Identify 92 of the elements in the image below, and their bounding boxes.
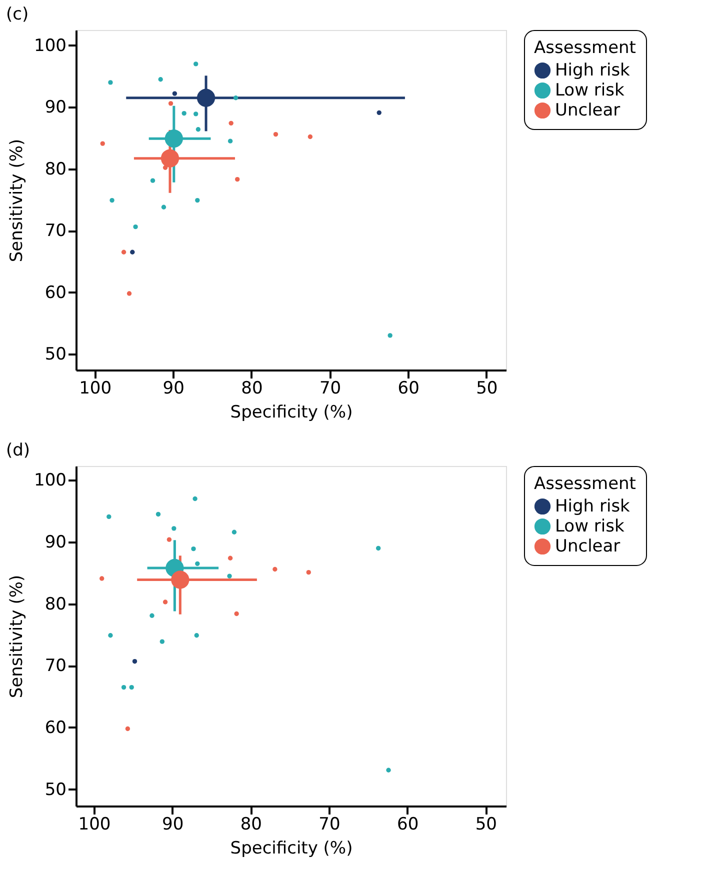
point [130,250,135,254]
point [164,130,183,148]
y-tick-label: 70 [44,656,66,676]
point [150,178,156,183]
legend-title: Assessment [534,38,636,58]
point [121,250,126,254]
point [161,204,166,210]
point [308,134,313,140]
point [171,570,190,589]
point [129,684,134,690]
point [108,633,113,638]
legend-label: Unclear [555,100,620,120]
legend-label: Low risk [555,516,624,536]
point [121,684,126,690]
chart-title: (c) [6,4,29,24]
legend-label: Low risk [555,80,624,100]
point [168,101,174,106]
x-tick-label: 90 [162,814,184,834]
point [132,659,138,664]
point [158,77,163,82]
legend-label: High risk [555,60,630,80]
x-tick-label: 60 [396,814,419,834]
point [125,726,130,732]
point [195,198,200,203]
point [156,512,161,517]
y-axis-title: Sensitivity (%) [7,574,28,698]
y-tick-label: 80 [44,594,66,614]
point [160,639,164,644]
x-tick-label: 100 [79,378,112,398]
point [273,132,278,137]
point [110,198,114,203]
x-tick-label: 70 [319,378,342,398]
y-tick-label: 50 [44,780,66,800]
point [193,62,198,66]
point [191,546,196,552]
y-tick-label: 80 [44,159,66,180]
x-tick-label: 80 [241,378,263,398]
point [194,633,199,638]
point [106,514,112,520]
point [196,127,201,132]
point [234,611,239,616]
y-tick-label: 60 [44,282,66,303]
x-tick-label: 70 [318,814,340,834]
y-tick-label: 70 [44,221,66,242]
y-tick-label: 90 [44,98,66,118]
point [235,176,240,182]
point [233,96,238,100]
point [150,613,154,618]
point [386,768,391,772]
point [376,546,381,551]
y-tick-label: 60 [44,718,66,738]
legend-label: Unclear [555,536,620,556]
y-tick-label: 100 [34,470,66,491]
point [306,570,311,575]
point [272,566,278,572]
point [172,91,178,96]
point [108,80,113,85]
point [162,600,168,604]
legend-label: High risk [555,496,630,516]
point [100,576,104,581]
x-tick-label: 100 [78,814,111,834]
point [227,574,232,578]
point [160,149,180,168]
point [196,88,216,107]
x-tick-label: 80 [240,814,262,834]
point [232,530,237,534]
point [228,120,234,126]
point [388,333,392,338]
point [228,138,233,144]
point [172,526,176,531]
point [166,537,172,542]
point [228,556,233,560]
y-tick-label: 100 [34,36,66,56]
x-tick-label: 90 [162,378,184,398]
chart-title: (d) [6,440,30,460]
point [182,110,186,116]
point [376,110,382,116]
x-tick-label: 50 [476,378,498,398]
y-axis-title: Sensitivity (%) [7,138,28,262]
x-axis-title: Specificity (%) [230,838,353,858]
point [192,496,198,502]
point [126,291,132,296]
x-tick-label: 50 [475,814,497,834]
x-axis-title: Specificity (%) [230,402,353,422]
point [195,561,200,566]
point [193,112,198,116]
x-tick-label: 60 [398,378,420,398]
y-tick-label: 90 [44,532,66,553]
point [133,224,138,230]
legend-title: Assessment [534,474,636,494]
y-tick-label: 50 [44,344,66,364]
point [100,141,105,146]
